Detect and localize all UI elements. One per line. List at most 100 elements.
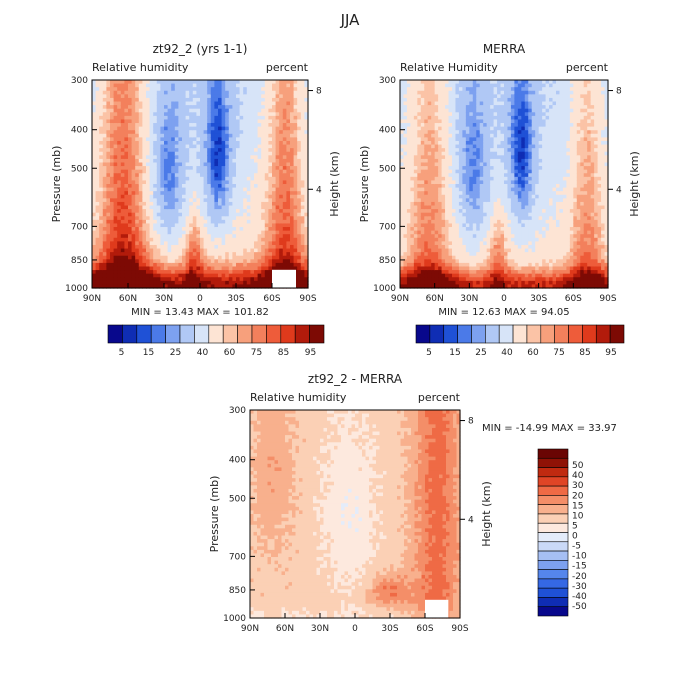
field-cell — [120, 234, 125, 239]
field-cell — [452, 205, 457, 210]
field-cell — [99, 112, 104, 117]
field-cell — [479, 155, 484, 160]
field-cell — [476, 90, 481, 95]
field-cell — [189, 223, 194, 228]
field-cell — [403, 151, 408, 156]
field-cell — [189, 255, 194, 260]
field-cell — [275, 115, 280, 121]
field-cell — [427, 244, 432, 250]
field-cell — [236, 216, 241, 221]
field-cell — [196, 184, 201, 189]
field-cell — [400, 130, 405, 135]
field-cell — [268, 255, 273, 260]
field-cell — [261, 158, 266, 164]
field-cell — [441, 130, 446, 135]
field-cell — [110, 101, 115, 106]
field-cell — [243, 112, 248, 117]
field-cell — [110, 148, 115, 153]
field-cell — [275, 244, 280, 250]
field-cell — [264, 284, 269, 289]
field-cell — [400, 94, 405, 99]
field-cell — [264, 119, 269, 124]
field-cell — [189, 162, 194, 167]
field-cell — [164, 244, 169, 250]
field-cell — [182, 108, 187, 113]
field-cell — [99, 209, 104, 214]
field-cell — [243, 280, 248, 286]
field-cell — [120, 101, 125, 106]
field-cell — [113, 209, 118, 214]
field-cell — [153, 201, 158, 207]
field-cell — [431, 80, 436, 85]
field-cell — [472, 151, 477, 156]
field-cell — [275, 180, 280, 185]
field-cell — [131, 90, 136, 95]
field-cell — [406, 252, 411, 257]
field-cell — [448, 126, 453, 131]
field-cell — [476, 176, 481, 182]
field-cell — [250, 133, 255, 138]
field-cell — [438, 108, 443, 113]
field-cell — [102, 123, 107, 128]
field-cell — [469, 273, 474, 278]
field-cell — [196, 241, 201, 246]
field-cell — [417, 209, 422, 214]
field-cell — [272, 90, 277, 95]
field-cell — [189, 166, 194, 171]
field-cell — [174, 87, 179, 92]
field-cell — [189, 119, 194, 124]
field-cell — [472, 187, 477, 192]
field-cell — [282, 90, 287, 95]
field-cell — [417, 97, 422, 103]
field-cell — [300, 105, 305, 110]
field-cell — [304, 87, 309, 92]
field-cell — [120, 176, 125, 182]
field-cell — [403, 259, 408, 264]
field-cell — [476, 262, 481, 268]
field-cell — [120, 133, 125, 138]
field-cell — [413, 216, 418, 221]
field-cell — [210, 97, 215, 103]
field-cell — [203, 169, 208, 174]
field-cell — [434, 227, 439, 232]
field-cell — [293, 140, 298, 146]
field-cell — [128, 201, 133, 207]
field-cell — [417, 133, 422, 138]
field-cell — [254, 241, 259, 246]
field-cell — [200, 198, 205, 203]
field-cell — [124, 259, 129, 264]
field-cell — [479, 166, 484, 171]
field-cell — [438, 198, 443, 203]
field-cell — [268, 112, 273, 117]
field-cell — [476, 119, 481, 124]
field-cell — [479, 191, 484, 196]
field-cell — [427, 94, 432, 99]
field-cell — [153, 209, 158, 214]
field-cell — [102, 166, 107, 171]
field-cell — [192, 158, 197, 164]
field-cell — [400, 273, 405, 278]
field-cell — [403, 97, 408, 103]
field-cell — [445, 133, 450, 138]
field-cell — [264, 277, 269, 282]
field-cell — [243, 133, 248, 138]
field-cell — [476, 252, 481, 257]
field-cell — [472, 119, 477, 124]
field-cell — [257, 212, 262, 217]
field-cell — [279, 184, 284, 189]
field-cell — [417, 173, 422, 178]
field-cell — [417, 284, 422, 289]
field-cell — [185, 227, 190, 232]
field-cell — [120, 87, 125, 92]
field-cell — [95, 194, 100, 199]
field-cell — [106, 97, 111, 103]
field-cell — [239, 83, 244, 88]
field-cell — [410, 277, 415, 282]
field-cell — [455, 151, 460, 156]
field-cell — [110, 201, 115, 207]
field-cell — [282, 184, 287, 189]
field-cell — [417, 123, 422, 128]
field-cell — [92, 216, 97, 221]
field-cell — [131, 277, 136, 282]
field-cell — [171, 140, 176, 146]
